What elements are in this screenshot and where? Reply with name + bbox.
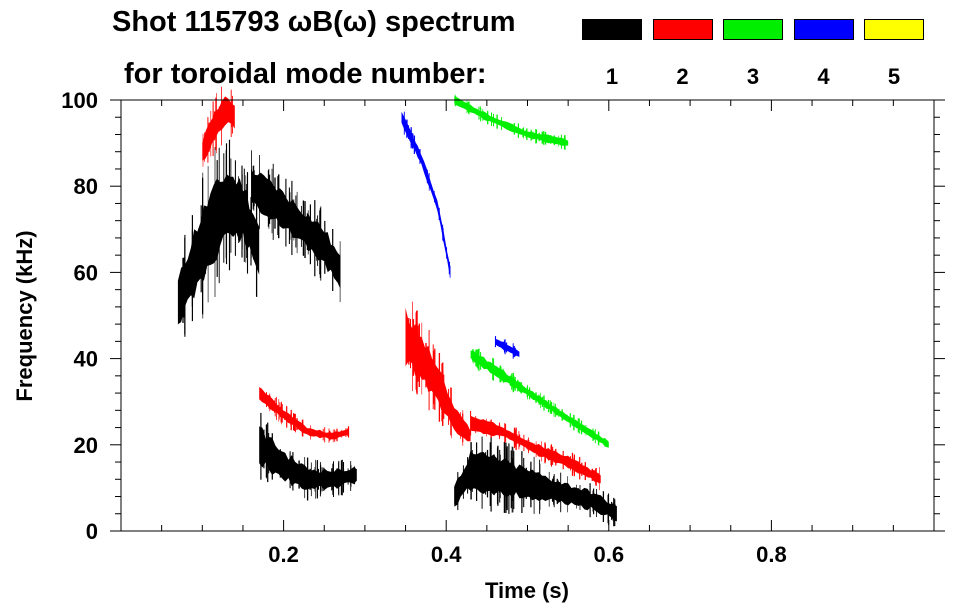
x-tick-label: 0.8 (756, 542, 787, 567)
x-tick-label: 0.2 (268, 542, 299, 567)
y-axis-label: Frequency (kHz) (12, 230, 37, 401)
y-tick-label: 60 (74, 260, 98, 285)
axes: 0.2 0.4 0.6 0.8 0 20 40 60 80 100 (61, 88, 945, 567)
y-tick-label: 80 (74, 174, 98, 199)
y-tick-label: 20 (74, 433, 98, 458)
spectral-trace-mode-2-5 (259, 386, 349, 440)
chart-title-line1: Shot 115793 ωB(ω) spectrum (112, 6, 516, 38)
legend-label-mode-3: 3 (746, 64, 760, 89)
spectral-trace-mode-1-3 (454, 450, 617, 522)
x-axis-label: Time (s) (485, 578, 569, 603)
legend-swatch-mode-2 (652, 19, 713, 40)
plot-marks (177, 86, 617, 527)
legend-swatch-mode-1 (582, 19, 642, 40)
x-tick-label: 0.6 (594, 542, 625, 567)
legend-swatch-mode-5 (864, 19, 924, 40)
legend-swatch-mode-4 (793, 19, 854, 40)
legend-swatch-mode-3 (723, 19, 783, 40)
spectral-trace-mode-2-7 (470, 415, 601, 484)
spectral-trace-mode-3-8 (454, 96, 569, 146)
y-tick-label: 100 (61, 88, 98, 113)
legend-label-mode-2: 2 (676, 64, 689, 89)
legend-label-mode-1: 1 (605, 64, 619, 89)
legend-label-mode-4: 4 (817, 64, 830, 89)
legend-label-mode-5: 5 (887, 64, 901, 89)
spectral-trace-mode-2-4 (202, 96, 235, 161)
y-tick-label: 0 (86, 519, 98, 544)
x-tick-label: 0.4 (431, 542, 462, 567)
y-tick-label: 40 (74, 347, 98, 372)
chart-title-line2: for toroidal mode number: (124, 58, 487, 90)
plot-frame (120, 99, 935, 532)
